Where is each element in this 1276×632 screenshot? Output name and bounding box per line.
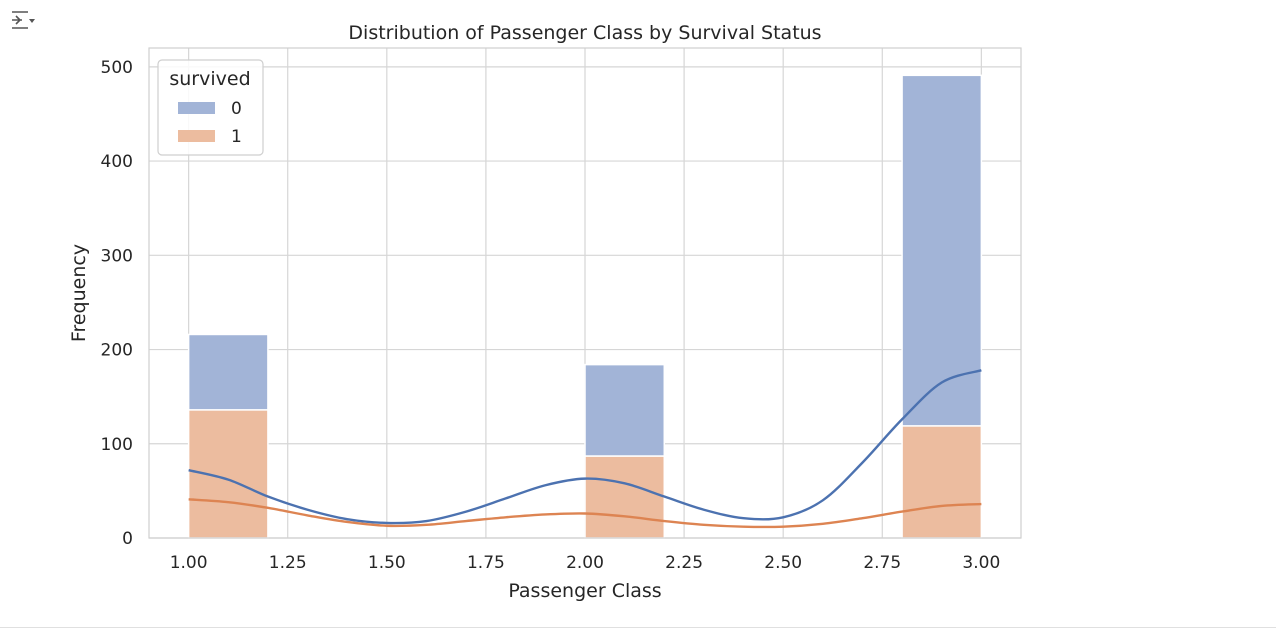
x-tick-label: 1.25 [269,553,307,573]
y-tick-label: 200 [101,341,133,361]
y-tick-label: 0 [122,529,133,549]
x-tick-label: 1.00 [170,553,208,573]
bar-survived-0 [187,333,269,411]
y-tick-label: 400 [101,152,133,172]
y-tick-label: 300 [101,246,133,266]
x-tick-label: 2.25 [665,553,703,573]
x-tick-label: 3.00 [962,553,1000,573]
output-toggle-icon[interactable] [8,8,36,32]
x-tick-label: 2.50 [764,553,802,573]
legend-label-0: 0 [231,99,242,119]
legend-swatch-1 [178,130,215,142]
x-tick-label: 2.75 [863,553,901,573]
plot-frame [148,47,1022,539]
bar-survived-0 [901,74,983,427]
y-tick-label: 500 [101,58,133,78]
bar-survived-1 [901,425,983,539]
divider [0,627,1276,628]
legend: survived 0 1 [157,59,264,156]
x-axis-label: Passenger Class [508,580,661,602]
legend-swatch-0 [178,102,215,114]
legend-label-1: 1 [231,127,242,147]
x-tick-label: 1.50 [368,553,406,573]
legend-title: survived [169,68,250,90]
chart-title: Distribution of Passenger Class by Survi… [348,22,821,44]
bar-survived-1 [584,455,666,539]
kde-line-survived-0 [188,369,982,525]
bar-survived-0 [584,363,666,457]
x-tick-label: 2.00 [566,553,604,573]
kde-line-survived-1 [188,498,982,529]
bar-survived-1 [187,409,269,539]
y-tick-label: 100 [101,435,133,455]
y-axis-label: Frequency [68,244,90,342]
x-tick-label: 1.75 [467,553,505,573]
